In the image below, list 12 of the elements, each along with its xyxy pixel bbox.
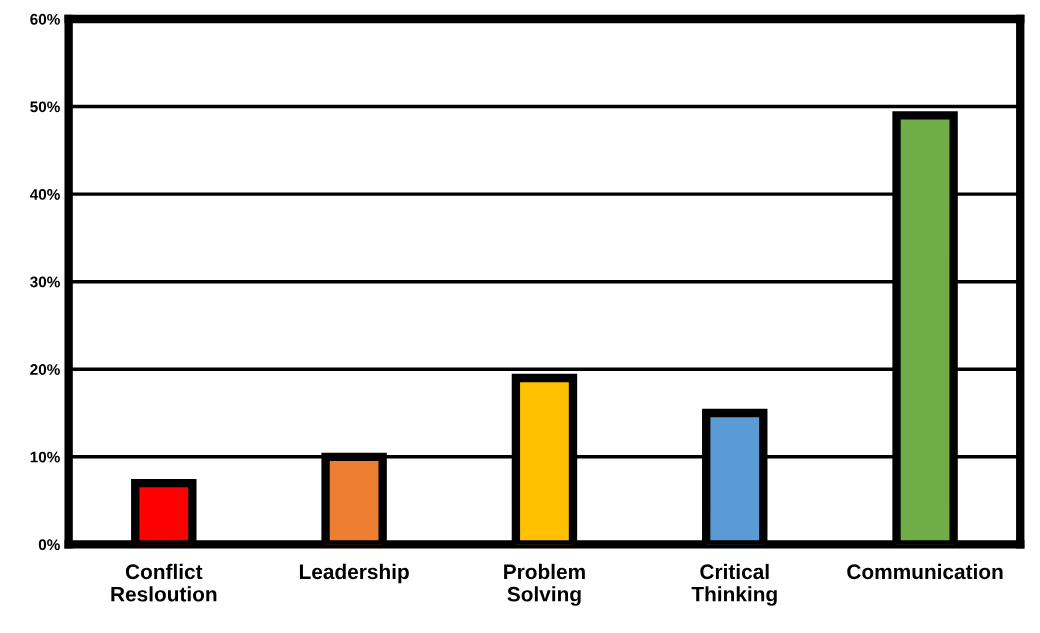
y-tick-label: 30% bbox=[30, 276, 60, 288]
y-tick-label: 60% bbox=[30, 13, 60, 25]
x-tick-label: Critical Thinking bbox=[691, 563, 777, 606]
x-tick-label: Communication bbox=[847, 563, 1003, 580]
y-tick-label: 50% bbox=[30, 101, 60, 113]
y-tick-label: 40% bbox=[29, 188, 60, 200]
y-tick-label: 10% bbox=[30, 451, 60, 463]
x-tick-label: Conflict Resloution bbox=[111, 563, 217, 602]
y-tick-label: 0% bbox=[38, 539, 60, 551]
x-tick-label: Problem Solving bbox=[504, 563, 585, 606]
y-tick-label: 20% bbox=[30, 364, 60, 375]
x-tick-label: Leadership bbox=[299, 563, 409, 584]
